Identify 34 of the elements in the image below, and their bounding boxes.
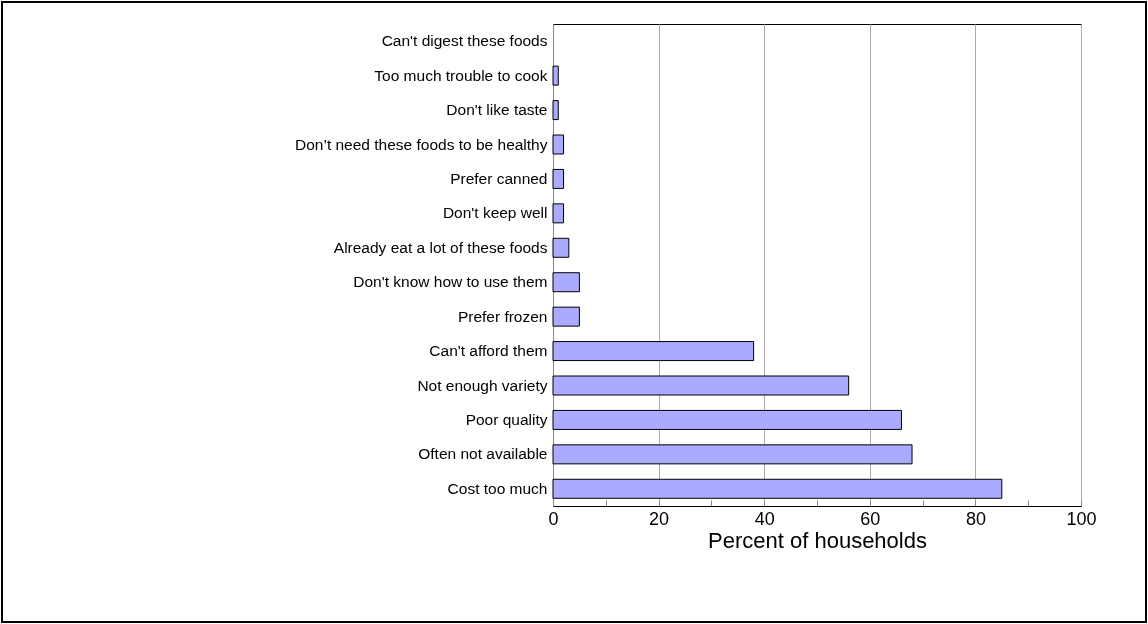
y-tick-label: Not enough variety: [417, 376, 548, 394]
y-tick-label: Prefer canned: [450, 169, 548, 187]
y-tick-label: Don't know how to use them: [353, 273, 548, 291]
bar: [552, 478, 1003, 499]
y-tick-label: Often not available: [418, 445, 548, 463]
bar: [552, 375, 850, 396]
bar: [552, 409, 902, 430]
x-axis-title: Percent of households: [708, 527, 927, 553]
x-tick-label: 60: [860, 508, 881, 529]
bar: [552, 168, 565, 189]
x-tick-label: 100: [1066, 508, 1097, 529]
bar: [552, 203, 565, 224]
bar: [552, 306, 580, 327]
bar: [552, 65, 559, 86]
y-tick-label: Too much trouble to cook: [374, 66, 548, 84]
bar: [552, 444, 913, 465]
y-tick-label: Can't digest these foods: [381, 32, 548, 50]
y-tick-label: Cost too much: [447, 479, 548, 497]
x-tick-label: 80: [965, 508, 986, 529]
y-tick-label: Don't keep well: [442, 204, 548, 222]
y-tick-label: Already eat a lot of these foods: [333, 238, 548, 256]
bar: [552, 237, 570, 258]
y-tick-label: Can't afford them: [429, 342, 548, 360]
x-tick-label: 20: [649, 508, 670, 529]
y-tick-label: Don't like taste: [446, 101, 548, 119]
y-tick-label: Poor quality: [465, 410, 548, 428]
y-tick-label: Prefer frozen: [457, 307, 548, 325]
bar: [552, 134, 565, 155]
x-tick-label: 40: [754, 508, 775, 529]
bar: [552, 272, 580, 293]
bar: [552, 341, 755, 362]
y-tick-label: Don’t need these foods to be healthy: [295, 135, 548, 153]
bar: [552, 100, 559, 121]
x-tick-label: 0: [548, 508, 559, 529]
